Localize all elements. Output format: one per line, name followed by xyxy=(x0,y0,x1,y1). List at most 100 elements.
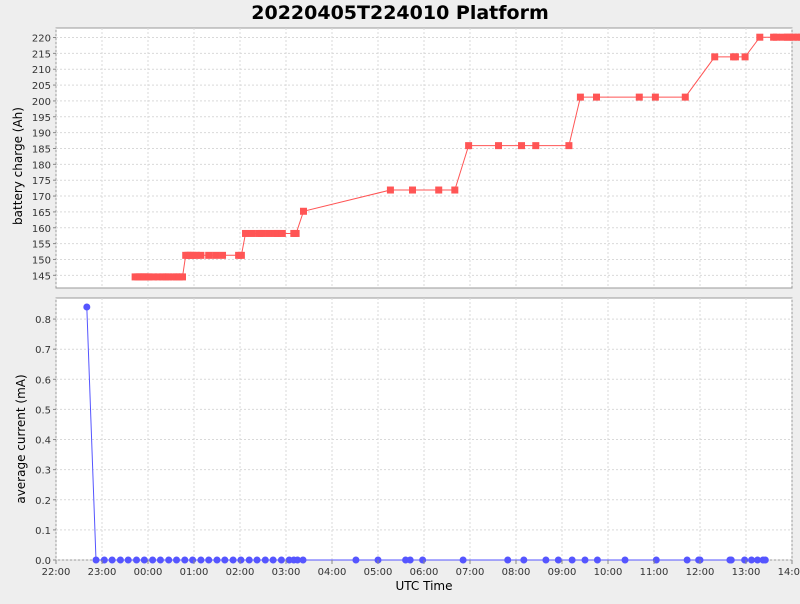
current-point xyxy=(459,556,467,564)
x-tick-label: 10:00 xyxy=(594,567,623,578)
current-point xyxy=(100,556,108,564)
current-point xyxy=(683,556,691,564)
y-tick-label: 0.6 xyxy=(35,375,51,386)
current-point xyxy=(568,556,576,564)
x-tick-label: 02:00 xyxy=(226,567,255,578)
current-point xyxy=(108,556,116,564)
current-point xyxy=(520,556,528,564)
battery-point xyxy=(518,142,526,150)
y-tick-label: 0.8 xyxy=(35,315,51,326)
battery-point xyxy=(651,93,659,101)
x-tick-label: 04:00 xyxy=(318,567,347,578)
x-axis: 22:00 23:00 00:00 01:00 02:00 03:00 04:00 05:00… xyxy=(42,560,800,578)
current-point xyxy=(754,556,761,564)
battery-point xyxy=(386,186,394,194)
y-tick-label: 155 xyxy=(32,240,51,251)
battery-point xyxy=(192,251,200,259)
x-tick-label: 06:00 xyxy=(410,567,439,578)
current-point xyxy=(406,556,414,564)
battery-point xyxy=(731,53,739,61)
y-tick-label: 220 xyxy=(32,34,51,45)
y-tick-label: 0.3 xyxy=(35,466,51,477)
battery-point xyxy=(756,33,764,41)
current-point xyxy=(181,556,189,564)
battery-point xyxy=(292,229,300,237)
y-tick-label: 185 xyxy=(32,144,51,155)
current-series xyxy=(83,303,769,564)
battery-point xyxy=(779,33,787,41)
current-point xyxy=(261,556,269,564)
battery-charge-panel: 145 150 155 160 165 170 175 180 185 190 195 200 205 2… xyxy=(11,27,800,289)
current-point xyxy=(542,556,550,564)
battery-point xyxy=(681,93,689,101)
current-point xyxy=(277,556,285,564)
current-point xyxy=(149,556,157,564)
battery-point xyxy=(197,251,205,259)
current-y-axis-label: average current (mA) xyxy=(14,374,28,503)
y-tick-label: 150 xyxy=(32,255,51,266)
x-tick-label: 08:00 xyxy=(502,567,531,578)
current-point xyxy=(748,556,756,564)
current-point xyxy=(133,556,140,564)
battery-point xyxy=(265,229,273,237)
current-point xyxy=(299,556,307,564)
battery-point xyxy=(179,273,186,281)
battery-point xyxy=(786,33,794,41)
battery-point xyxy=(741,53,749,61)
battery-point xyxy=(278,229,286,237)
current-point xyxy=(245,556,253,564)
x-axis-label: UTC Time xyxy=(396,579,453,593)
battery-y-axis-label: battery charge (Ah) xyxy=(11,107,25,225)
current-point xyxy=(741,556,749,564)
y-tick-label: 200 xyxy=(32,97,51,108)
x-tick-label: 14:00 xyxy=(778,567,800,578)
x-tick-label: 09:00 xyxy=(548,567,577,578)
y-tick-label: 0.0 xyxy=(35,556,51,567)
current-point xyxy=(419,556,427,564)
current-point xyxy=(761,556,769,564)
current-point xyxy=(554,556,562,564)
battery-point xyxy=(794,33,800,41)
current-point xyxy=(593,556,601,564)
chart-title: 20220405T224010 Platform xyxy=(251,2,549,24)
battery-point xyxy=(219,251,227,259)
current-point xyxy=(652,556,660,564)
y-tick-label: 0.5 xyxy=(35,405,51,416)
battery-point xyxy=(258,229,266,237)
current-point xyxy=(269,556,277,564)
y-tick-label: 195 xyxy=(32,113,51,124)
battery-point xyxy=(772,33,780,41)
battery-point xyxy=(532,142,540,150)
current-point xyxy=(92,556,100,564)
battery-point xyxy=(154,273,162,281)
current-point xyxy=(229,556,237,564)
battery-point xyxy=(711,53,719,61)
battery-point xyxy=(593,93,600,101)
x-tick-label: 07:00 xyxy=(456,567,485,578)
battery-point xyxy=(242,229,250,237)
x-tick-label: 00:00 xyxy=(134,567,163,578)
battery-point xyxy=(205,251,213,259)
battery-point xyxy=(465,142,473,150)
x-tick-label: 03:00 xyxy=(272,567,301,578)
x-tick-label: 05:00 xyxy=(364,567,393,578)
current-point xyxy=(621,556,629,564)
y-tick-label: 0.4 xyxy=(35,436,51,447)
battery-point xyxy=(797,33,800,41)
battery-point xyxy=(212,251,220,259)
y-tick-label: 215 xyxy=(32,49,51,60)
battery-point xyxy=(576,93,584,101)
current-point xyxy=(213,556,221,564)
current-point xyxy=(116,556,124,564)
current-point xyxy=(253,556,261,564)
current-y-axis: 0.0 0.1 0.2 0.3 0.4 0.5 0.6 0.7 0.8 xyxy=(35,315,56,567)
current-point xyxy=(581,556,589,564)
battery-point xyxy=(299,207,307,215)
battery-point xyxy=(145,273,153,281)
y-tick-label: 165 xyxy=(32,208,51,219)
current-panel: 0.0 0.1 0.2 0.3 0.4 0.5 0.6 0.7 0.8 average curr… xyxy=(14,297,793,567)
current-point xyxy=(197,556,205,564)
y-tick-label: 175 xyxy=(32,176,51,187)
current-point xyxy=(189,556,197,564)
y-tick-label: 210 xyxy=(32,65,51,76)
